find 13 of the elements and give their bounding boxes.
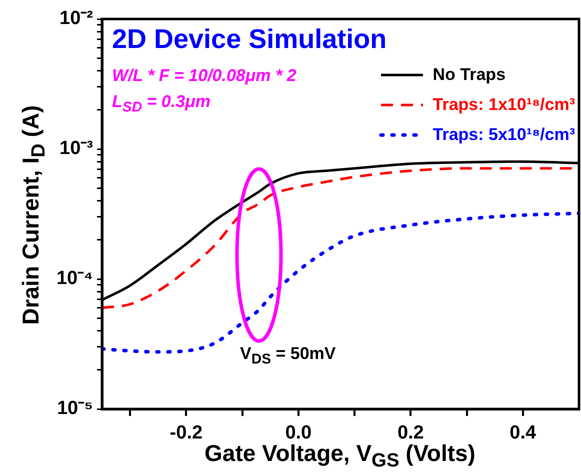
y-tick-label: 10⁻⁴ (56, 268, 93, 290)
x-tick-label: -0.2 (170, 422, 203, 444)
chart-title: 2D Device Simulation (112, 24, 387, 55)
y-tick-label: 10⁻² (60, 8, 93, 30)
x-tick-label: 0.4 (510, 422, 537, 444)
legend-label: No Traps (432, 65, 506, 85)
annotation: W/L * F = 10/0.08μm * 2 (112, 66, 296, 86)
legend-label: Traps: 5x10¹⁸/cm³ (432, 125, 575, 145)
y-tick-label: 10⁻³ (60, 138, 93, 160)
legend-label: Traps: 1x10¹⁸/cm³ (432, 95, 575, 115)
annotation: V$_{DS}$ = 50mV (240, 344, 336, 368)
annotation: L$_{SD}$ = 0.3μm (112, 92, 210, 116)
y-tick-label: 10⁻⁵ (56, 398, 93, 420)
